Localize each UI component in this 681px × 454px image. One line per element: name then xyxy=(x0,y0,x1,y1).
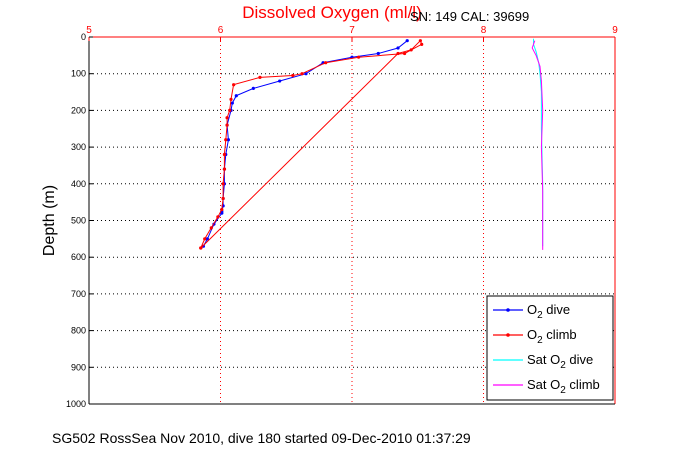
x-tick-label: 6 xyxy=(218,25,224,36)
data-point xyxy=(324,61,328,65)
data-point xyxy=(420,42,424,46)
y-tick-label: 500 xyxy=(71,216,86,226)
legend-marker xyxy=(506,308,510,312)
y-axis-label: Depth (m) xyxy=(41,185,58,256)
data-point xyxy=(220,211,224,215)
data-point xyxy=(201,244,206,248)
y-tick-label: 800 xyxy=(71,326,86,336)
legend-marker xyxy=(506,333,510,337)
data-point xyxy=(222,167,227,171)
data-point xyxy=(376,51,380,56)
y-tick-label: 200 xyxy=(71,105,86,115)
data-point xyxy=(304,72,308,76)
data-point xyxy=(300,72,304,76)
data-point xyxy=(291,73,295,78)
y-tick-label: 700 xyxy=(71,289,86,299)
figure-caption: SG502 RossSea Nov 2010, dive 180 started… xyxy=(52,430,471,446)
data-point xyxy=(409,48,413,52)
data-point xyxy=(221,182,225,186)
data-point xyxy=(203,237,207,241)
data-point xyxy=(403,51,407,56)
data-point xyxy=(225,116,229,120)
y-tick-label: 100 xyxy=(71,69,86,79)
data-point xyxy=(405,39,409,43)
legend-label: Sat O2 climb xyxy=(527,377,600,396)
series-line-3 xyxy=(531,40,544,250)
data-point xyxy=(396,46,400,50)
legend-box xyxy=(486,295,614,401)
legend: O2 dive O2 climb Sat O2 dive Sat O2 climb xyxy=(486,295,614,401)
data-point xyxy=(226,138,230,142)
data-point xyxy=(199,246,203,250)
series-line-1 xyxy=(200,39,423,249)
y-tick-label: 600 xyxy=(71,252,86,262)
serial-calibration-text: SN: 149 CAL: 39699 xyxy=(410,9,530,24)
y-tick-label: 1000 xyxy=(66,399,86,409)
series-layer xyxy=(199,38,544,250)
data-point xyxy=(230,101,234,105)
x-tick-label: 5 xyxy=(86,25,92,36)
data-point xyxy=(356,55,361,59)
legend-label: O2 dive xyxy=(527,302,570,321)
x-tick-label: 8 xyxy=(481,25,487,36)
y-tick-label: 300 xyxy=(71,142,86,152)
data-point xyxy=(228,108,232,112)
legend-label: O2 climb xyxy=(527,327,577,346)
data-point xyxy=(418,39,422,43)
data-point xyxy=(232,83,236,87)
data-point xyxy=(209,226,213,230)
axes: 5 6 7 8 9 0 100 200 300 400 500 600 700 800 900 1000 xyxy=(66,25,618,409)
y-tick-label: 0 xyxy=(81,32,86,42)
data-point xyxy=(225,123,229,127)
data-point xyxy=(258,75,262,79)
data-point xyxy=(278,79,282,83)
data-point xyxy=(229,97,233,101)
data-point xyxy=(222,152,227,157)
x-tick-label: 7 xyxy=(349,25,355,36)
chart-title: Dissolved Oxygen (ml/l) xyxy=(242,3,422,22)
y-tick-label: 900 xyxy=(71,362,86,372)
legend-label: Sat O2 dive xyxy=(527,352,593,371)
data-point xyxy=(221,196,225,201)
data-point xyxy=(396,51,400,56)
y-tick-label: 400 xyxy=(71,179,86,189)
data-point xyxy=(205,237,209,241)
data-point xyxy=(234,94,238,98)
data-point xyxy=(224,138,228,142)
data-point xyxy=(216,215,220,219)
data-point xyxy=(220,207,224,212)
x-tick-label: 9 xyxy=(612,25,618,36)
data-point xyxy=(251,86,255,90)
